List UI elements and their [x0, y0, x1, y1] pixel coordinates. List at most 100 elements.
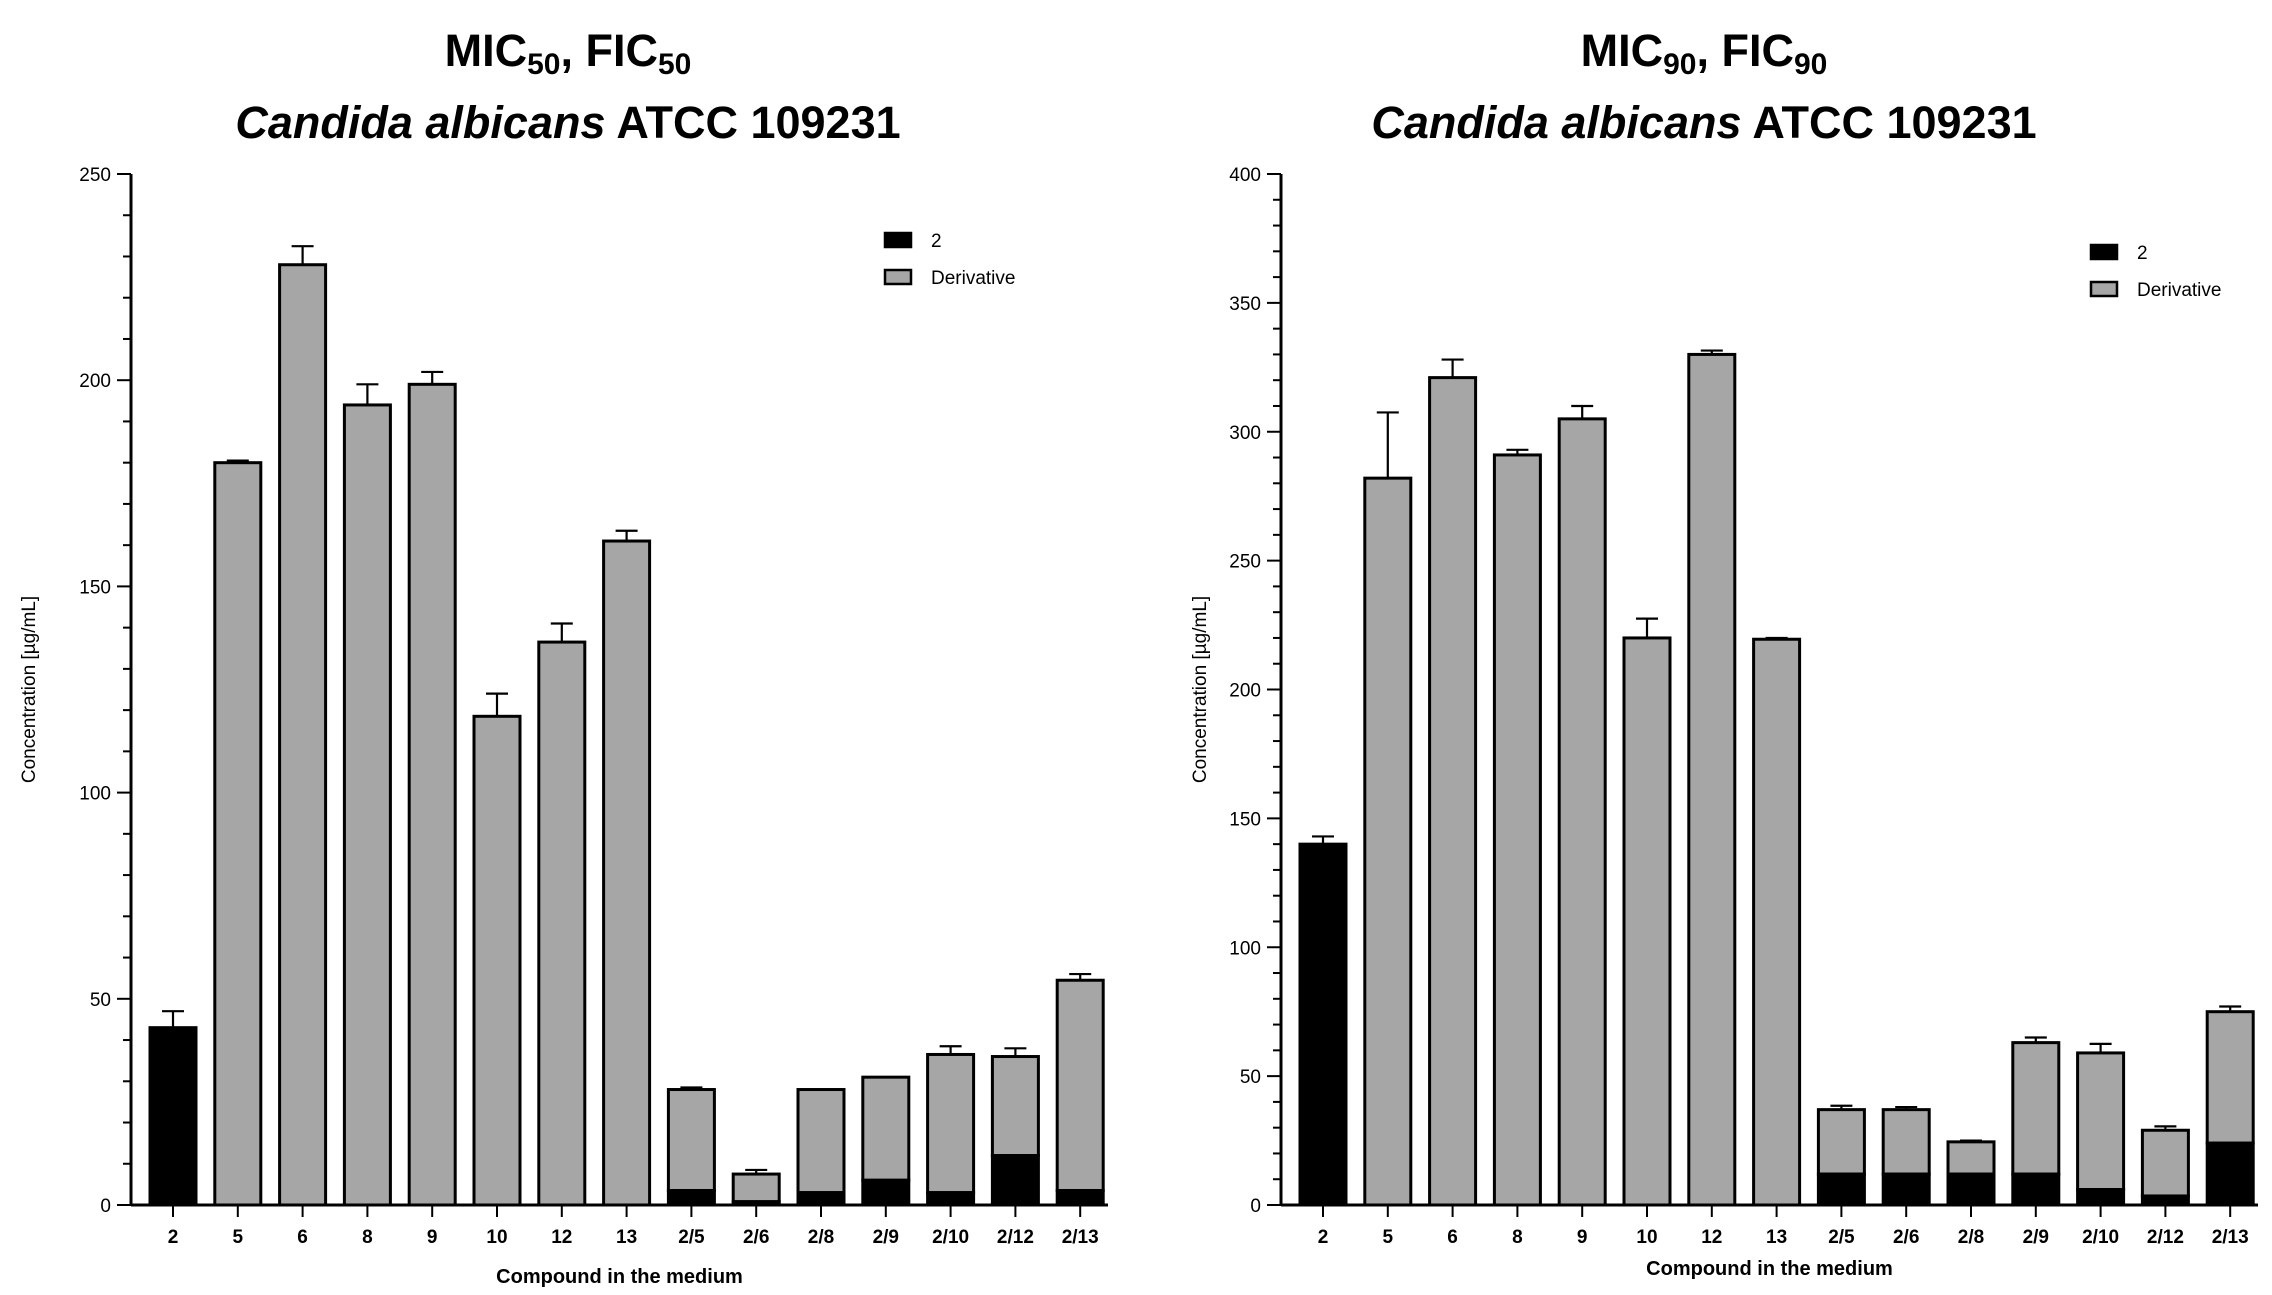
chart-left-x-tick-label: 2/5: [678, 1227, 705, 1248]
chart-left: 0 50 100 150 200 250 2 5 6 8 9 10 12 13 2/5 2/6 2/8 2/9 2/…: [19, 165, 1108, 1288]
chart-left-bar-derivative: [602, 539, 652, 1207]
chart-right-bar-compound2: [2140, 1194, 2190, 1207]
chart-left-title-line1: MIC50, FIC50: [444, 25, 692, 81]
chart-right-bar-compound2: [1881, 1172, 1931, 1207]
chart-left-y-tick-label: 100: [79, 784, 111, 805]
chart-right-bar-compound2: [2076, 1188, 2126, 1207]
chart-left-y-tick-label: 150: [79, 577, 111, 598]
chart-left-title-line2: Candida albicans ATCC 109231: [235, 97, 901, 148]
chart-right-bar-derivative: [1687, 352, 1737, 1207]
chart-right-bar-derivative: [1622, 636, 1672, 1207]
chart-right-x-tick-label: 6: [1447, 1227, 1458, 1248]
chart-right-x-tick-label: 12: [1701, 1227, 1722, 1248]
chart-right-bar-derivative: [1752, 637, 1802, 1207]
chart-right-bar-derivative: [1363, 476, 1413, 1207]
chart-left-x-tick-label: 2/13: [1062, 1227, 1099, 1248]
chart-left-x-tick-label: 2/9: [873, 1227, 899, 1248]
chart-left-bar-derivative: [926, 1052, 976, 1195]
chart-left-y-tick-label: 250: [79, 165, 111, 186]
chart-left-bar-compound2: [148, 1026, 198, 1207]
chart-right-x-tick-label: 13: [1766, 1227, 1787, 1248]
chart-right-y-tick-label: 300: [1229, 423, 1261, 444]
chart-right-title-line1: MIC90, FIC90: [1580, 25, 1828, 81]
chart-left-y-axis-label: Concentration [µg/mL]: [19, 596, 40, 783]
chart-right-bar-compound2: [1298, 842, 1348, 1207]
chart-left-bar-derivative: [990, 1055, 1040, 1158]
chart-right-bar-derivative: [1428, 376, 1478, 1207]
chart-right-x-tick-label: 5: [1383, 1227, 1394, 1248]
chart-right-x-tick-label: 9: [1577, 1227, 1588, 1248]
chart-right-bar-compound2: [1946, 1172, 1996, 1207]
chart-right-y-tick-label: 150: [1229, 809, 1261, 830]
chart-right-x-tick-label: 10: [1636, 1227, 1657, 1248]
chart-right-bar-compound2: [1816, 1172, 1866, 1207]
chart-right-legend-label: 2: [2137, 243, 2148, 264]
chart-left-title: MIC50, FIC50 Candida albicans ATCC 10923…: [0, 22, 1136, 152]
chart-left-x-tick-label: 8: [362, 1227, 373, 1248]
chart-left-x-tick-label: 10: [486, 1227, 507, 1248]
chart-left-bar-derivative: [342, 403, 392, 1207]
chart-left-bar-derivative: [213, 461, 263, 1207]
chart-right-bar-derivative: [1557, 417, 1607, 1207]
chart-right-legend-label: Derivative: [2137, 280, 2221, 301]
chart-left-x-tick-label: 2: [168, 1227, 179, 1248]
chart-right-x-tick-label: 8: [1512, 1227, 1523, 1248]
chart-right-bar-derivative: [2011, 1041, 2061, 1176]
chart-left-bar-derivative: [472, 714, 522, 1207]
chart-right-bar-derivative: [1816, 1108, 1866, 1176]
chart-left-bar-derivative: [861, 1075, 911, 1182]
chart-right-x-tick-label: 2/8: [1958, 1227, 1984, 1248]
chart-left-y-tick-label: 200: [79, 371, 111, 392]
chart-right-x-tick-label: 2: [1318, 1227, 1329, 1248]
chart-left-x-axis-label: Compound in the medium: [496, 1266, 743, 1288]
chart-right-y-tick-label: 250: [1229, 552, 1261, 573]
chart-right-y-tick-label: 50: [1240, 1067, 1261, 1088]
chart-left-x-tick-label: 2/12: [997, 1227, 1034, 1248]
chart-left-x-tick-label: 13: [616, 1227, 637, 1248]
chart-right-bar-compound2: [2011, 1172, 2061, 1207]
chart-left-bar-derivative: [666, 1088, 716, 1193]
chart-right-y-tick-label: 400: [1229, 165, 1261, 186]
chart-right-x-tick-label: 2/5: [1828, 1227, 1855, 1248]
chart-right-bar-derivative: [1492, 453, 1542, 1207]
chart-left-bar-derivative: [537, 640, 587, 1207]
chart-right-x-tick-label: 2/13: [2212, 1227, 2249, 1248]
chart-left-bar-derivative: [278, 263, 328, 1207]
chart-left-bar-derivative: [796, 1088, 846, 1195]
chart-left-bar-derivative: [407, 382, 457, 1207]
chart-left-x-tick-label: 9: [427, 1227, 438, 1248]
chart-right-y-tick-label: 350: [1229, 294, 1261, 315]
chart-right-y-tick-label: 200: [1229, 681, 1261, 702]
chart-right-bar-derivative: [2076, 1051, 2126, 1192]
chart-left-legend-label: Derivative: [931, 268, 1015, 289]
chart-right-bar-derivative: [2205, 1010, 2255, 1145]
chart-right-legend-swatch-compound2: [2089, 243, 2119, 261]
chart-right-y-axis-label: Concentration [µg/mL]: [1190, 596, 1211, 783]
chart-right-x-tick-label: 2/10: [2082, 1227, 2119, 1248]
chart-left-bar-compound2: [926, 1191, 976, 1207]
chart-left-bar-compound2: [990, 1154, 1040, 1207]
chart-left-y-tick-label: 50: [90, 990, 111, 1011]
chart-left-x-tick-label: 12: [551, 1227, 572, 1248]
chart-right-y-tick-label: 100: [1229, 938, 1261, 959]
chart-left-bar-compound2: [861, 1178, 911, 1207]
chart-left-x-tick-label: 2/6: [743, 1227, 769, 1248]
chart-right-bar-compound2: [2205, 1141, 2255, 1207]
chart-right-bar-derivative: [1946, 1140, 1996, 1176]
chart-left-bar-compound2: [666, 1189, 716, 1207]
chart-left-x-tick-label: 6: [297, 1227, 308, 1248]
chart-right-bar-derivative: [1881, 1108, 1931, 1176]
chart-right-x-tick-label: 2/12: [2147, 1227, 2184, 1248]
chart-right-x-tick-label: 2/9: [2023, 1227, 2049, 1248]
chart-right-bar-derivative: [2140, 1128, 2190, 1198]
chart-right-x-tick-label: 2/6: [1893, 1227, 1919, 1248]
chart-left-bar-derivative: [731, 1172, 781, 1204]
chart-left-x-tick-label: 2/10: [932, 1227, 969, 1248]
chart-left-bar-compound2: [1055, 1189, 1105, 1207]
chart-left-legend-swatch-compound2: [883, 231, 913, 249]
chart-left-bar-compound2: [731, 1200, 781, 1207]
chart-right-title: MIC90, FIC90 Candida albicans ATCC 10923…: [1136, 22, 2272, 152]
chart-left-x-tick-label: 5: [233, 1227, 244, 1248]
chart-left-bar-derivative: [1055, 978, 1105, 1193]
chart-left-legend-swatch-derivative: [883, 268, 913, 286]
